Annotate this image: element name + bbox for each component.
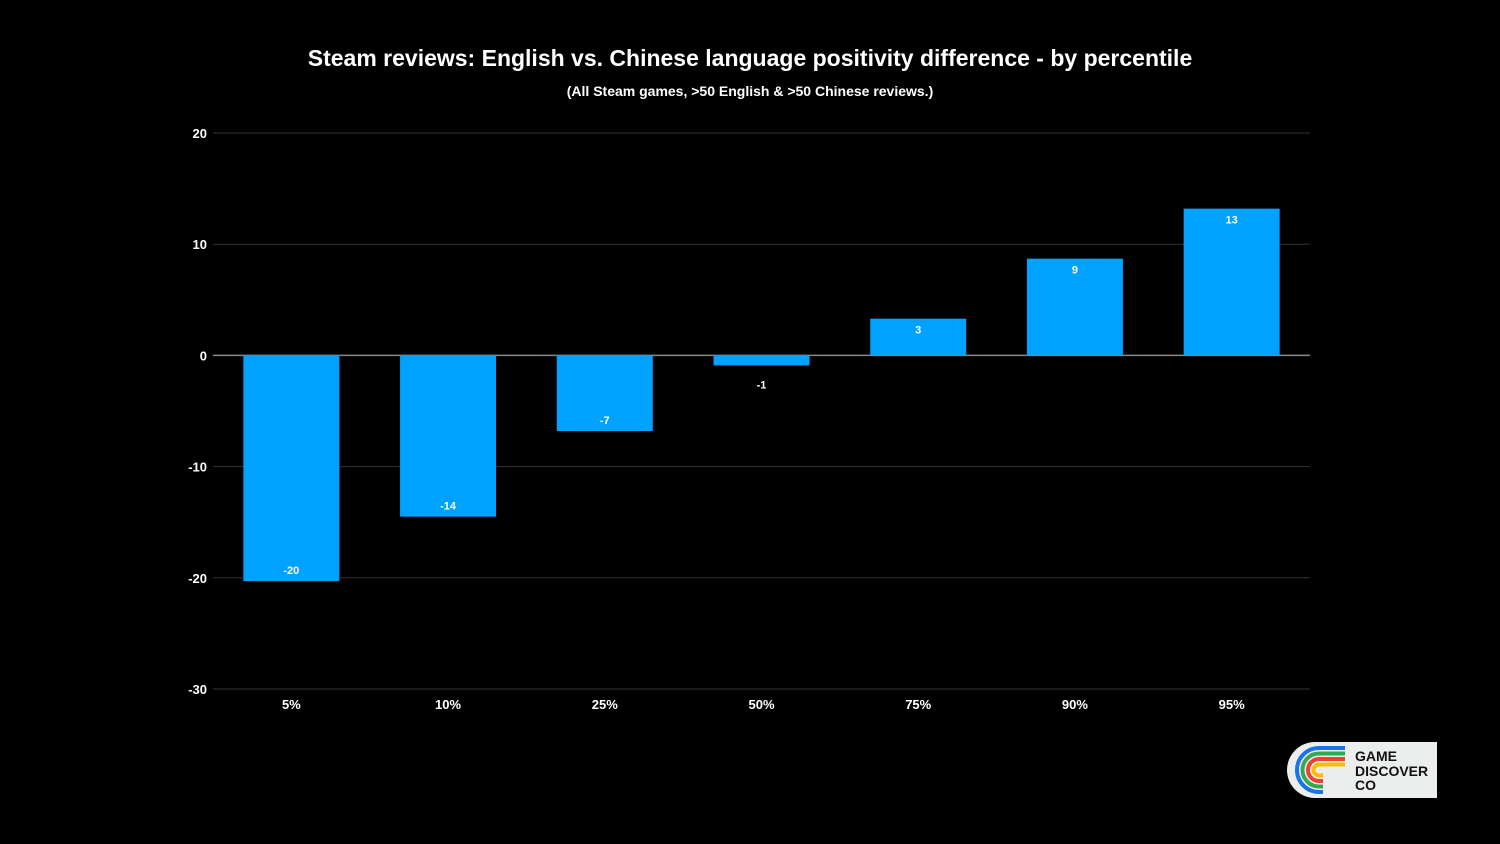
x-tick-label: 50% (748, 697, 774, 712)
data-label: -20 (283, 565, 299, 577)
x-tick-label: 75% (905, 697, 931, 712)
logo-line: DISCOVER (1355, 762, 1429, 779)
logo-line: GAME (1355, 748, 1397, 764)
logo-arcs-icon (1295, 746, 1345, 794)
data-label: 13 (1226, 215, 1238, 227)
y-tick-label: 0 (200, 348, 207, 363)
chart-title: Steam reviews: English vs. Chinese langu… (307, 45, 1193, 71)
logo-arc (1295, 746, 1345, 794)
x-tick-label: 5% (282, 697, 301, 712)
game-discover-co-logo: GAME DISCOVER CO (1287, 742, 1437, 798)
data-label: -14 (440, 501, 457, 513)
x-tick-label: 25% (592, 697, 618, 712)
y-tick-label: 10 (193, 237, 207, 252)
logo-arc (1306, 757, 1345, 783)
data-label: -7 (600, 415, 610, 427)
y-tick-label: -20 (188, 571, 207, 586)
data-label: 9 (1072, 265, 1078, 277)
bar (400, 355, 497, 517)
bar (556, 355, 653, 432)
logo-line: CO (1355, 777, 1376, 793)
logo-arc (1311, 762, 1345, 778)
logo-text: GAME DISCOVER CO (1355, 749, 1428, 793)
logo-arc (1300, 751, 1345, 789)
bar (870, 318, 967, 356)
y-tick-label: 20 (193, 126, 207, 141)
bar (1026, 258, 1123, 356)
x-tick-label: 95% (1219, 697, 1245, 712)
x-tick-label: 10% (435, 697, 461, 712)
y-tick-label: -10 (188, 460, 207, 475)
bar (1183, 208, 1280, 356)
bar (243, 355, 340, 582)
y-tick-label: -30 (188, 682, 207, 697)
chart-subtitle: (All Steam games, >50 English & >50 Chin… (566, 83, 934, 99)
data-label: 3 (915, 325, 921, 337)
x-tick-label: 90% (1062, 697, 1088, 712)
data-label: -1 (757, 379, 767, 391)
bar (713, 355, 810, 366)
